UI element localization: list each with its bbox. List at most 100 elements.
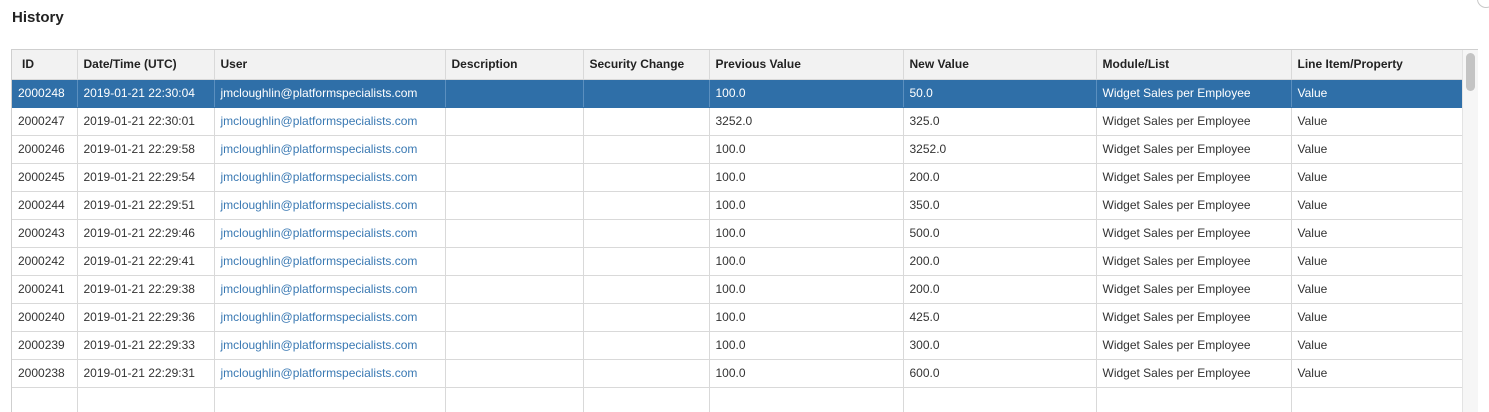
column-header-security-change[interactable]: Security Change: [583, 50, 710, 80]
cell-id: 2000245: [12, 163, 78, 192]
cell-user[interactable]: jmcloughlin@platformspecialists.com: [214, 191, 446, 220]
cell-user[interactable]: jmcloughlin@platformspecialists.com: [214, 303, 446, 332]
cell-previous-value: 100.0: [709, 275, 904, 304]
cell-description: [445, 303, 584, 332]
cell-security-change: [583, 359, 710, 388]
history-table: ID Date/Time (UTC) User Description Secu…: [12, 50, 1463, 412]
column-header-id[interactable]: ID: [12, 50, 78, 80]
vertical-scrollbar[interactable]: [1462, 50, 1478, 412]
cell-line-item-property: Value: [1291, 303, 1463, 332]
table-row[interactable]: 2000240 2019-01-21 22:29:36 jmcloughlin@pl…: [12, 303, 1463, 332]
cell-new-value: 350.0: [903, 191, 1097, 220]
cell-description: [445, 387, 584, 412]
scrollbar-thumb[interactable]: [1466, 53, 1475, 91]
page-title: History: [12, 9, 64, 26]
cell-user[interactable]: jmcloughlin@platformspecialists.com: [214, 359, 446, 388]
cell-datetime: 2019-01-21 22:29:54: [77, 163, 215, 192]
table-row[interactable]: 2000243 2019-01-21 22:29:46 jmcloughlin@pl…: [12, 219, 1463, 248]
cell-security-change: [583, 79, 710, 108]
table-row[interactable]: 2000239 2019-01-21 22:29:33 jmcloughlin@pl…: [12, 331, 1463, 360]
cell-line-item-property: Value: [1291, 163, 1463, 192]
cell-line-item-property: Value: [1291, 79, 1463, 108]
table-row[interactable]: 2000246 2019-01-21 22:29:58 jmcloughlin@pl…: [12, 135, 1463, 164]
cell-description: [445, 247, 584, 276]
cell-datetime: 2019-01-21 22:30:01: [77, 107, 215, 136]
cell-previous-value: 100.0: [709, 359, 904, 388]
cell-user[interactable]: jmcloughlin@platformspecialists.com: [214, 135, 446, 164]
cell-id: 2000243: [12, 219, 78, 248]
cell-user[interactable]: jmcloughlin@platformspecialists.com: [214, 79, 446, 108]
column-header-new-value[interactable]: New Value: [903, 50, 1097, 80]
table-row[interactable]: 2000244 2019-01-21 22:29:51 jmcloughlin@pl…: [12, 191, 1463, 220]
cell-line-item-property: Value: [1291, 219, 1463, 248]
cell-datetime: 2019-01-21 22:29:46: [77, 219, 215, 248]
cell-user[interactable]: [214, 387, 446, 412]
cell-previous-value: 100.0: [709, 331, 904, 360]
cell-module-list: Widget Sales per Employee: [1096, 331, 1292, 360]
cell-line-item-property: Value: [1291, 191, 1463, 220]
cell-datetime: 2019-01-21 22:29:36: [77, 303, 215, 332]
cell-user[interactable]: jmcloughlin@platformspecialists.com: [214, 331, 446, 360]
table-row[interactable]: 2000248 2019-01-21 22:30:04 jmcloughlin@pl…: [12, 79, 1463, 108]
column-header-previous-value[interactable]: Previous Value: [709, 50, 904, 80]
history-table-body: 2000248 2019-01-21 22:30:04 jmcloughlin@pl…: [12, 79, 1463, 412]
cell-previous-value: 100.0: [709, 191, 904, 220]
cell-module-list: Widget Sales per Employee: [1096, 359, 1292, 388]
cell-security-change: [583, 135, 710, 164]
cell-new-value: 325.0: [903, 107, 1097, 136]
cell-user[interactable]: jmcloughlin@platformspecialists.com: [214, 107, 446, 136]
cell-module-list: Widget Sales per Employee: [1096, 163, 1292, 192]
cell-id: 2000248: [12, 79, 78, 108]
cell-line-item-property: Value: [1291, 247, 1463, 276]
cell-user[interactable]: jmcloughlin@platformspecialists.com: [214, 275, 446, 304]
table-row[interactable]: 2000238 2019-01-21 22:29:31 jmcloughlin@pl…: [12, 359, 1463, 388]
column-header-module-list[interactable]: Module/List: [1096, 50, 1292, 80]
cell-datetime: 2019-01-21 22:29:41: [77, 247, 215, 276]
table-row[interactable]: 2000241 2019-01-21 22:29:38 jmcloughlin@pl…: [12, 275, 1463, 304]
help-icon[interactable]: [1477, 0, 1489, 8]
table-row[interactable]: 2000242 2019-01-21 22:29:41 jmcloughlin@pl…: [12, 247, 1463, 276]
cell-description: [445, 79, 584, 108]
cell-new-value: 200.0: [903, 247, 1097, 276]
cell-user[interactable]: jmcloughlin@platformspecialists.com: [214, 219, 446, 248]
column-header-user[interactable]: User: [214, 50, 446, 80]
column-header-description[interactable]: Description: [445, 50, 584, 80]
cell-datetime: 2019-01-21 22:30:04: [77, 79, 215, 108]
cell-id: 2000247: [12, 107, 78, 136]
cell-new-value: 500.0: [903, 219, 1097, 248]
cell-previous-value: 100.0: [709, 219, 904, 248]
cell-id: 2000244: [12, 191, 78, 220]
cell-new-value: 200.0: [903, 163, 1097, 192]
cell-id: [12, 387, 78, 412]
cell-new-value: 425.0: [903, 303, 1097, 332]
cell-previous-value: 100.0: [709, 79, 904, 108]
cell-id: 2000242: [12, 247, 78, 276]
cell-new-value: 300.0: [903, 331, 1097, 360]
cell-description: [445, 135, 584, 164]
cell-previous-value: 100.0: [709, 303, 904, 332]
cell-user[interactable]: jmcloughlin@platformspecialists.com: [214, 247, 446, 276]
cell-description: [445, 219, 584, 248]
cell-id: 2000240: [12, 303, 78, 332]
history-table-container: ID Date/Time (UTC) User Description Secu…: [11, 49, 1478, 412]
cell-description: [445, 331, 584, 360]
table-row[interactable]: 2000245 2019-01-21 22:29:54 jmcloughlin@pl…: [12, 163, 1463, 192]
cell-description: [445, 191, 584, 220]
table-row[interactable]: [12, 387, 1463, 412]
cell-security-change: [583, 191, 710, 220]
cell-previous-value: 100.0: [709, 163, 904, 192]
cell-description: [445, 359, 584, 388]
cell-previous-value: 100.0: [709, 135, 904, 164]
table-row[interactable]: 2000247 2019-01-21 22:30:01 jmcloughlin@pl…: [12, 107, 1463, 136]
column-header-datetime[interactable]: Date/Time (UTC): [77, 50, 215, 80]
cell-new-value: 3252.0: [903, 135, 1097, 164]
cell-new-value: 50.0: [903, 79, 1097, 108]
cell-line-item-property: Value: [1291, 135, 1463, 164]
cell-module-list: Widget Sales per Employee: [1096, 219, 1292, 248]
cell-module-list: Widget Sales per Employee: [1096, 275, 1292, 304]
table-header-row: ID Date/Time (UTC) User Description Secu…: [12, 50, 1463, 80]
cell-security-change: [583, 107, 710, 136]
column-header-line-item-property[interactable]: Line Item/Property: [1291, 50, 1463, 80]
cell-user[interactable]: jmcloughlin@platformspecialists.com: [214, 163, 446, 192]
